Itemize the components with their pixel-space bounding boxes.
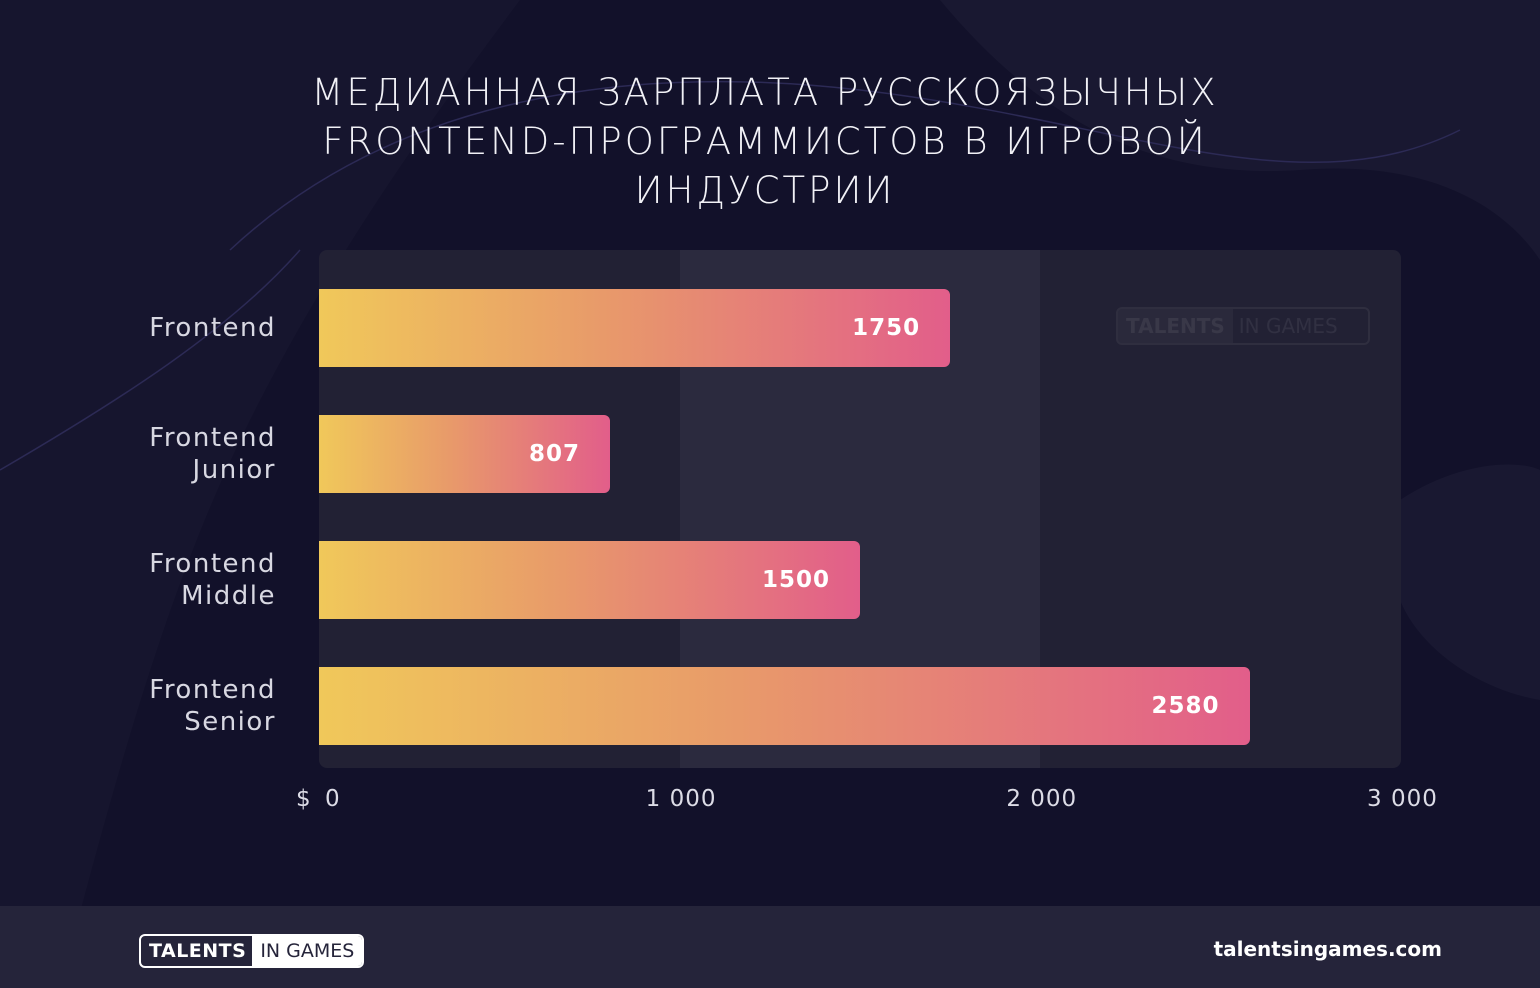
- title-line-1: МЕДИАННАЯ ЗАРПЛАТА РУССКОЯЗЫЧНЫХ: [311, 71, 1219, 114]
- x-tick-label: 3 000: [1367, 786, 1438, 812]
- bar: [319, 667, 1250, 745]
- category-label: Frontend Junior: [149, 423, 276, 485]
- x-tick-label: 0: [325, 786, 341, 812]
- bar: [319, 289, 951, 367]
- bar-value-label: 1500: [761, 567, 830, 593]
- category-label: Frontend Senior: [149, 675, 276, 737]
- bar-value-label: 1750: [852, 315, 921, 341]
- bar: [319, 415, 611, 493]
- logo-text-b: IN GAMES: [254, 936, 363, 966]
- bar-value-label: 2580: [1151, 693, 1220, 719]
- x-axis-unit: $: [296, 786, 311, 812]
- bar-value-label: 807: [529, 441, 581, 467]
- category-label: Frontend: [149, 313, 276, 343]
- brand-logo[interactable]: TALENTS IN GAMES: [139, 934, 365, 968]
- title-line-2: FRONTEND-ПРОГРАММИСТОВ В ИГРОВОЙ: [322, 120, 1208, 163]
- x-tick-label: 2 000: [1006, 786, 1078, 812]
- title-line-3: ИНДУСТРИИ: [634, 169, 896, 212]
- watermark-text-b: IN GAMES: [1238, 314, 1338, 338]
- chart-title: МЕДИАННАЯ ЗАРПЛАТА РУССКОЯЗЫЧНЫХ FRONTEN…: [170, 68, 1360, 215]
- website-link[interactable]: talentsingames.com: [1213, 937, 1442, 961]
- watermark-text-a: TALENTS: [1118, 309, 1233, 343]
- watermark-logo: TALENTS IN GAMES: [1116, 307, 1370, 345]
- category-label: Frontend Middle: [149, 549, 276, 611]
- logo-text-a: TALENTS: [141, 936, 255, 966]
- x-tick-label: 1 000: [645, 786, 717, 812]
- bar: [319, 541, 860, 619]
